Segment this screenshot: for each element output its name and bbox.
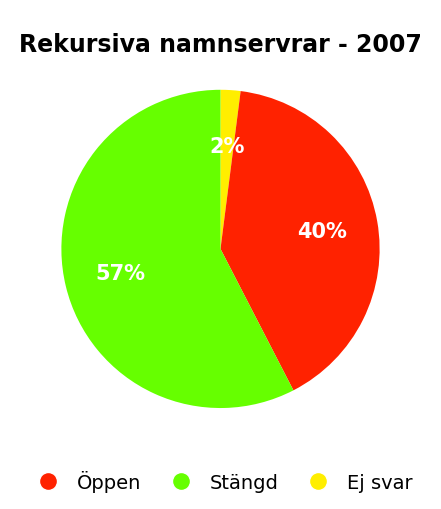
Wedge shape (220, 91, 241, 249)
Wedge shape (220, 92, 380, 390)
Wedge shape (61, 91, 293, 408)
Text: Rekursiva namnservrar - 2007: Rekursiva namnservrar - 2007 (19, 33, 422, 57)
Text: 57%: 57% (95, 264, 145, 284)
Text: 2%: 2% (209, 136, 245, 156)
Legend: Öppen, Stängd, Ej svar: Öppen, Stängd, Ej svar (21, 462, 420, 500)
Text: 40%: 40% (297, 221, 348, 241)
